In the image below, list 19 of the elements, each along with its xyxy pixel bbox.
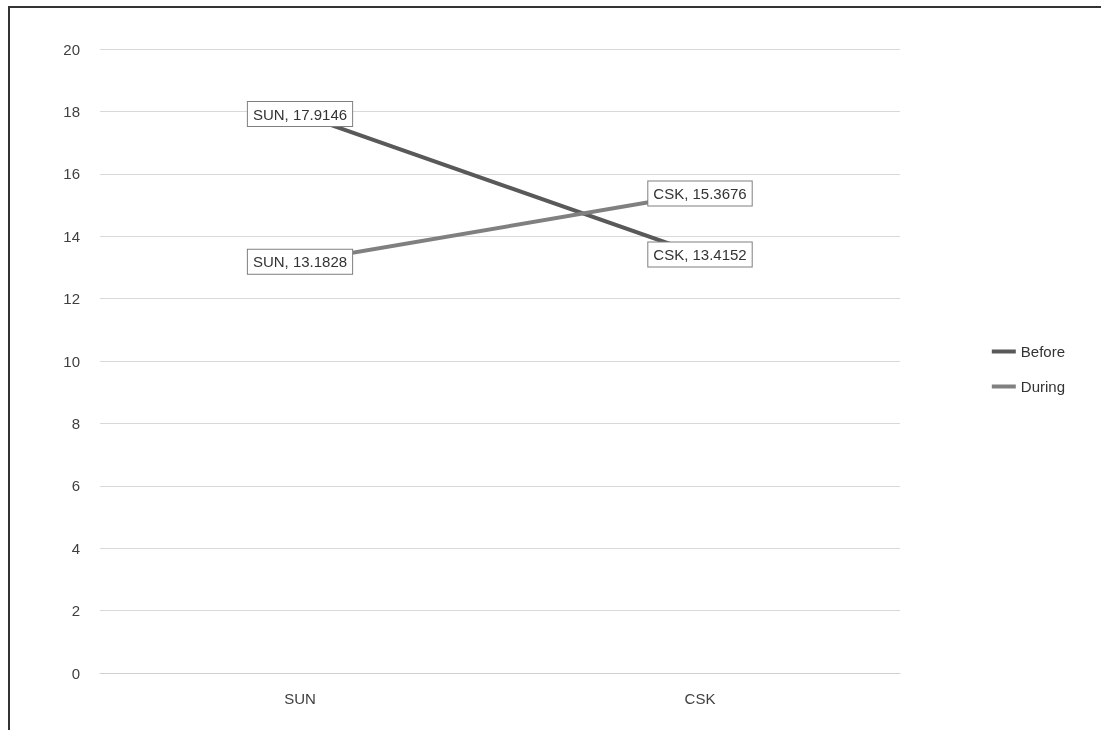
y-tick-label: 16 <box>63 165 80 183</box>
data-label: CSK, 15.3676 <box>653 185 747 203</box>
y-tick-label: 12 <box>63 290 80 308</box>
y-tick-label: 10 <box>63 352 80 370</box>
y-tick-label: 2 <box>71 602 80 620</box>
legend-label: During <box>1020 378 1065 395</box>
data-label: SUN, 17.9146 <box>252 105 348 123</box>
y-tick-label: 8 <box>71 414 80 432</box>
data-label: SUN, 13.1828 <box>252 253 348 271</box>
legend-label: Before <box>1020 343 1066 360</box>
x-tick-label: SUN <box>284 690 316 707</box>
y-tick-label: 4 <box>71 539 80 557</box>
data-label: CSK, 13.4152 <box>653 245 747 263</box>
y-tick-label: 6 <box>71 477 80 495</box>
y-tick-label: 20 <box>63 40 80 58</box>
y-tick-label: 0 <box>71 664 80 682</box>
y-tick-label: 18 <box>63 102 80 120</box>
y-tick-label: 14 <box>63 227 80 245</box>
x-tick-label: CSK <box>684 690 716 707</box>
